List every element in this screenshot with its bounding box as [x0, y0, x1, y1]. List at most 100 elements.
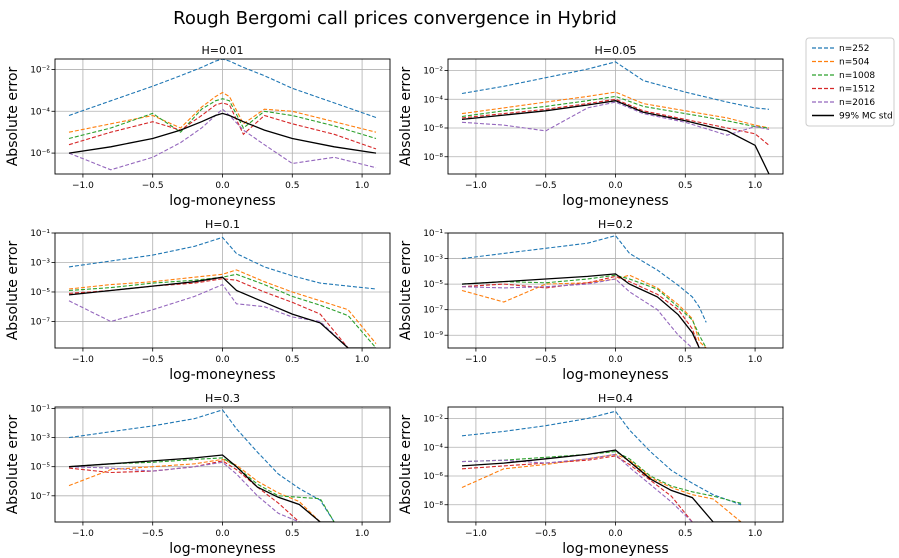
y-tick-label: 10⁻⁸	[423, 501, 443, 511]
series-line	[68, 102, 377, 150]
x-axis-label: log-moneyness	[562, 367, 668, 383]
series-line	[461, 274, 707, 348]
series-line	[68, 91, 377, 133]
plot-frame	[54, 406, 391, 523]
x-tick-label: −1.0	[72, 181, 94, 191]
x-tick-label: −1.0	[72, 355, 94, 365]
x-tick-label: 1.0	[355, 529, 370, 539]
x-tick-label: −0.5	[142, 181, 164, 191]
x-tick-label: −1.0	[465, 529, 487, 539]
y-tick-label: 10⁻⁹	[423, 331, 443, 341]
x-tick-label: 0.5	[678, 355, 692, 365]
x-axis-label: log-moneyness	[169, 541, 275, 557]
y-axis-label: Absolute error	[398, 240, 414, 340]
y-tick-label: 10⁻⁷	[30, 492, 50, 502]
subplot: H=0.4 −1.0 −0.5 0.0 0.5 1.0 10⁻⁸ 10⁻⁶ 10⁻⁴ 10⁻² lo…	[398, 392, 784, 557]
x-tick-label: 0.0	[608, 529, 623, 539]
legend: n=252 n=504 n=1008 n=1512 n=2016 99% MC std	[805, 37, 895, 127]
y-tick-label: 10⁻¹	[423, 229, 443, 239]
series-line	[461, 449, 742, 522]
y-tick-label: 10⁻⁴	[423, 443, 443, 453]
x-tick-label: 0.0	[608, 181, 623, 191]
subplot: H=0.01 −1.0 −0.5 0.0 0.5 1.0 10⁻⁶ 10⁻⁴ 10⁻² log-m…	[5, 44, 391, 209]
y-tick-label: 10⁻³	[30, 434, 50, 444]
series-line	[461, 451, 742, 504]
series-line	[461, 453, 742, 522]
x-tick-label: 0.0	[215, 181, 230, 191]
y-axis-label: Absolute error	[5, 414, 21, 514]
series-line	[68, 460, 335, 522]
series-line	[68, 283, 376, 348]
subplot-title: H=0.2	[598, 218, 633, 231]
x-tick-label: 1.0	[748, 181, 763, 191]
subplot-title: H=0.1	[205, 218, 240, 231]
y-axis-label: Absolute error	[5, 240, 21, 340]
plot-frame	[54, 232, 391, 349]
series-line	[461, 234, 707, 323]
x-tick-label: −1.0	[72, 529, 94, 539]
y-tick-label: 10⁻²	[423, 67, 443, 77]
x-tick-label: 0.0	[215, 529, 230, 539]
y-tick-label: 10⁻⁶	[423, 472, 443, 482]
figure-title: Rough Bergomi call prices convergence in…	[173, 8, 617, 29]
legend-label: n=1008	[839, 71, 875, 81]
y-tick-label: 10⁻⁵	[423, 280, 443, 290]
series-line	[68, 236, 377, 290]
x-tick-label: −0.5	[535, 355, 557, 365]
subplot: H=0.1 −1.0 −0.5 0.0 0.5 1.0 10⁻⁷ 10⁻⁵ 10⁻³ 10⁻¹ lo…	[5, 218, 391, 383]
x-tick-label: −1.0	[465, 355, 487, 365]
series-line	[461, 101, 770, 136]
plot-frame	[447, 58, 784, 175]
y-tick-label: 10⁻⁴	[423, 95, 443, 105]
y-tick-label: 10⁻¹	[30, 404, 50, 414]
x-tick-label: 1.0	[355, 181, 370, 191]
series-line	[461, 275, 707, 348]
y-tick-label: 10⁻⁷	[30, 317, 50, 327]
series-line	[68, 273, 377, 348]
subplot: H=0.2 −1.0 −0.5 0.0 0.5 1.0 10⁻⁹ 10⁻⁷ 10⁻⁵ 10⁻³ 10…	[398, 218, 784, 383]
series-line	[461, 100, 770, 174]
y-tick-label: 10⁻³	[423, 255, 443, 265]
plot-frame	[447, 406, 784, 523]
y-tick-label: 10⁻⁶	[30, 149, 50, 159]
x-tick-label: −0.5	[142, 529, 164, 539]
subplot-title: H=0.05	[595, 44, 637, 57]
series-line	[461, 274, 707, 348]
y-axis-label: Absolute error	[398, 66, 414, 166]
series-line	[461, 453, 742, 522]
subplot-title: H=0.3	[205, 392, 240, 405]
series-line	[461, 273, 707, 348]
subplot-title: H=0.01	[202, 44, 244, 57]
series-line	[461, 278, 707, 348]
series-line	[461, 91, 770, 129]
y-tick-label: 10⁻²	[423, 415, 443, 425]
y-tick-label: 10⁻⁵	[30, 288, 50, 298]
series-line	[461, 455, 742, 522]
series-line	[461, 61, 770, 110]
subplot-title: H=0.4	[598, 392, 633, 405]
legend-label: n=504	[839, 58, 870, 68]
series-line	[68, 454, 335, 522]
y-tick-label: 10⁻⁸	[423, 153, 443, 163]
legend-label: 99% MC std	[839, 112, 893, 122]
x-tick-label: 0.5	[678, 181, 692, 191]
legend-label: n=1512	[839, 85, 875, 95]
series-line	[68, 461, 335, 522]
x-axis-label: log-moneyness	[169, 367, 275, 383]
x-tick-label: 0.5	[285, 529, 299, 539]
y-axis-label: Absolute error	[398, 414, 414, 514]
y-tick-label: 10⁻⁷	[423, 306, 443, 316]
y-tick-label: 10⁻²	[30, 65, 50, 75]
series-line	[68, 269, 377, 344]
x-tick-label: 0.5	[678, 529, 692, 539]
legend-box	[805, 37, 895, 127]
series-line	[68, 458, 335, 522]
series-line	[461, 95, 770, 129]
x-tick-label: 0.0	[608, 355, 623, 365]
subplot: H=0.05 −1.0 −0.5 0.0 0.5 1.0 10⁻⁸ 10⁻⁶ 10⁻⁴ 10⁻² l…	[398, 44, 784, 209]
y-tick-label: 10⁻⁶	[423, 124, 443, 134]
x-tick-label: −0.5	[535, 529, 557, 539]
x-tick-label: −0.5	[142, 355, 164, 365]
series-line	[68, 112, 377, 154]
